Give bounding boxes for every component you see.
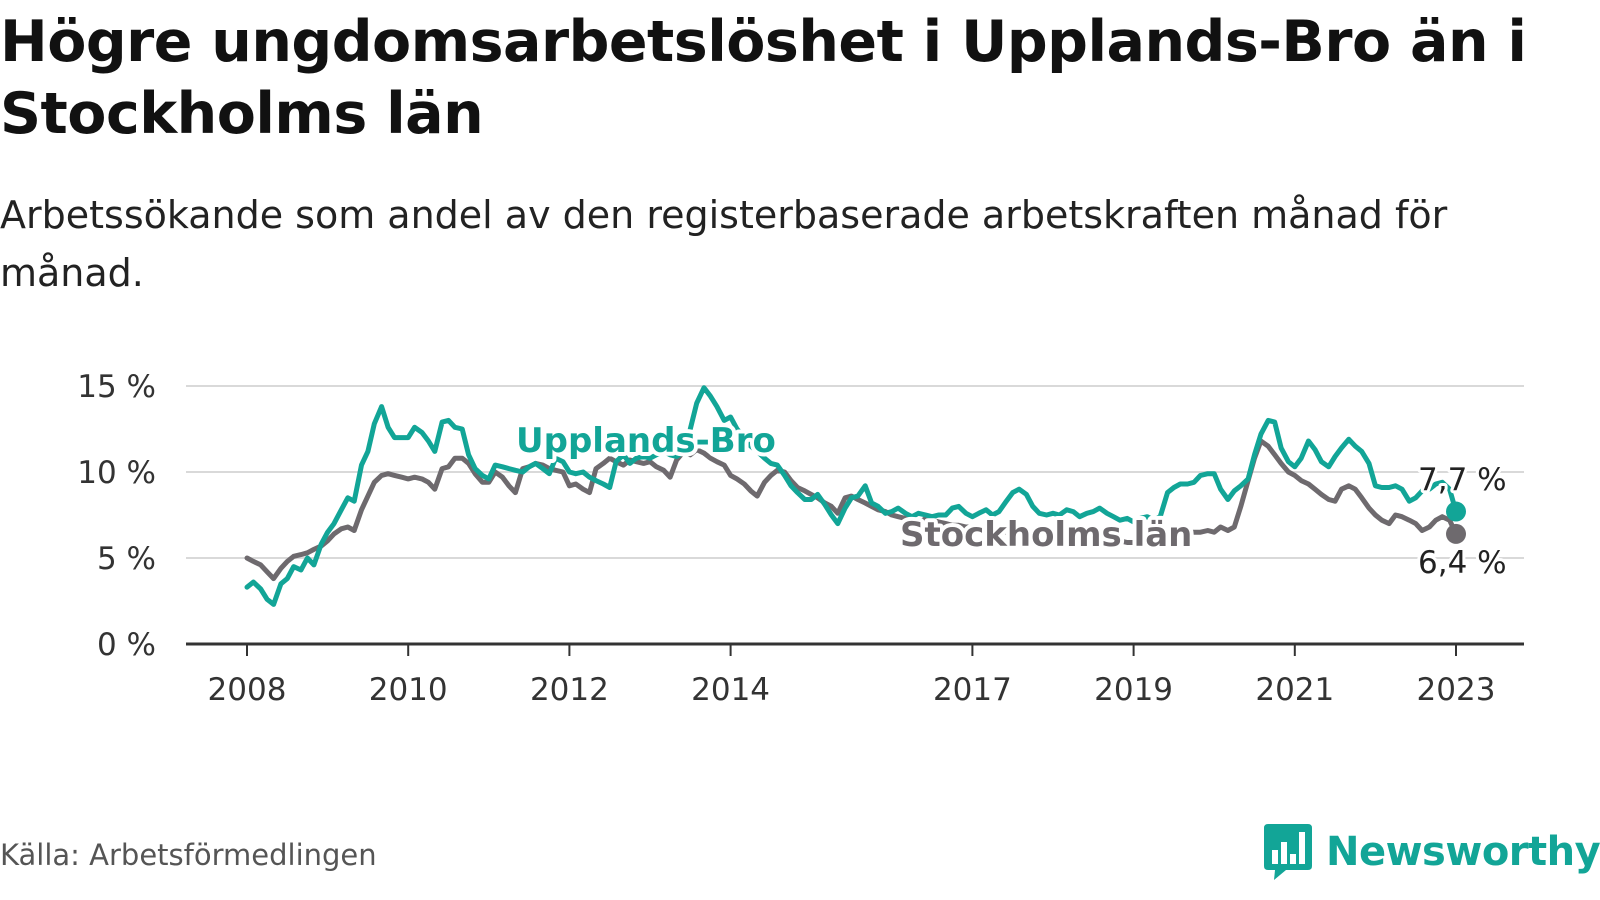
- brand-name: Newsworthy: [1326, 829, 1600, 875]
- gridlines: [186, 385, 1524, 559]
- x-tick-label: 2023: [1417, 672, 1496, 708]
- x-tick-label: 2008: [208, 672, 287, 708]
- x-tick-label: 2019: [1094, 672, 1173, 708]
- end-value-label-upplands-bro: 7,7 %: [1418, 462, 1507, 498]
- end-point-marker-upplands-bro: [1446, 501, 1466, 522]
- x-tick-label: 2017: [933, 672, 1012, 708]
- end-point-marker-stockholms-lan: [1446, 523, 1466, 544]
- x-tick-label: 2010: [369, 672, 448, 708]
- y-tick-label: 15 %: [77, 369, 156, 405]
- chart-subtitle: Arbetssökande som andel av den registerb…: [0, 193, 1448, 295]
- series-lines: [244, 385, 1466, 607]
- chart-title: Högre ungdomsarbetslöshet i Upplands-Bro…: [0, 9, 1527, 147]
- x-tick-label: 2021: [1255, 672, 1334, 708]
- y-tick-label: 0 %: [97, 627, 156, 663]
- y-tick-label: 5 %: [97, 541, 156, 577]
- x-tick-label: 2014: [691, 672, 770, 708]
- series-label-stockholms-lan: Stockholms län: [900, 515, 1192, 555]
- series-label-upplands-bro: Upplands-Bro: [516, 421, 776, 461]
- source-note: Källa: Arbetsförmedlingen: [0, 838, 377, 872]
- series-line-upplands-bro: [244, 385, 1459, 607]
- x-tick-label: 2012: [530, 672, 609, 708]
- newsworthy-chart-icon: [1264, 824, 1312, 880]
- brand-logo[interactable]: Newsworthy: [1262, 818, 1600, 886]
- axes: 0 % 5 % 10 % 15 % 2008 2010 2012 2014 2017 2019 20…: [77, 369, 1524, 708]
- end-value-label-stockholms-lan: 6,4 %: [1418, 545, 1507, 581]
- series-labels: Upplands-Bro Stockholms län 7,7 % 6,4 %: [512, 417, 1510, 584]
- y-tick-label: 10 %: [77, 455, 156, 491]
